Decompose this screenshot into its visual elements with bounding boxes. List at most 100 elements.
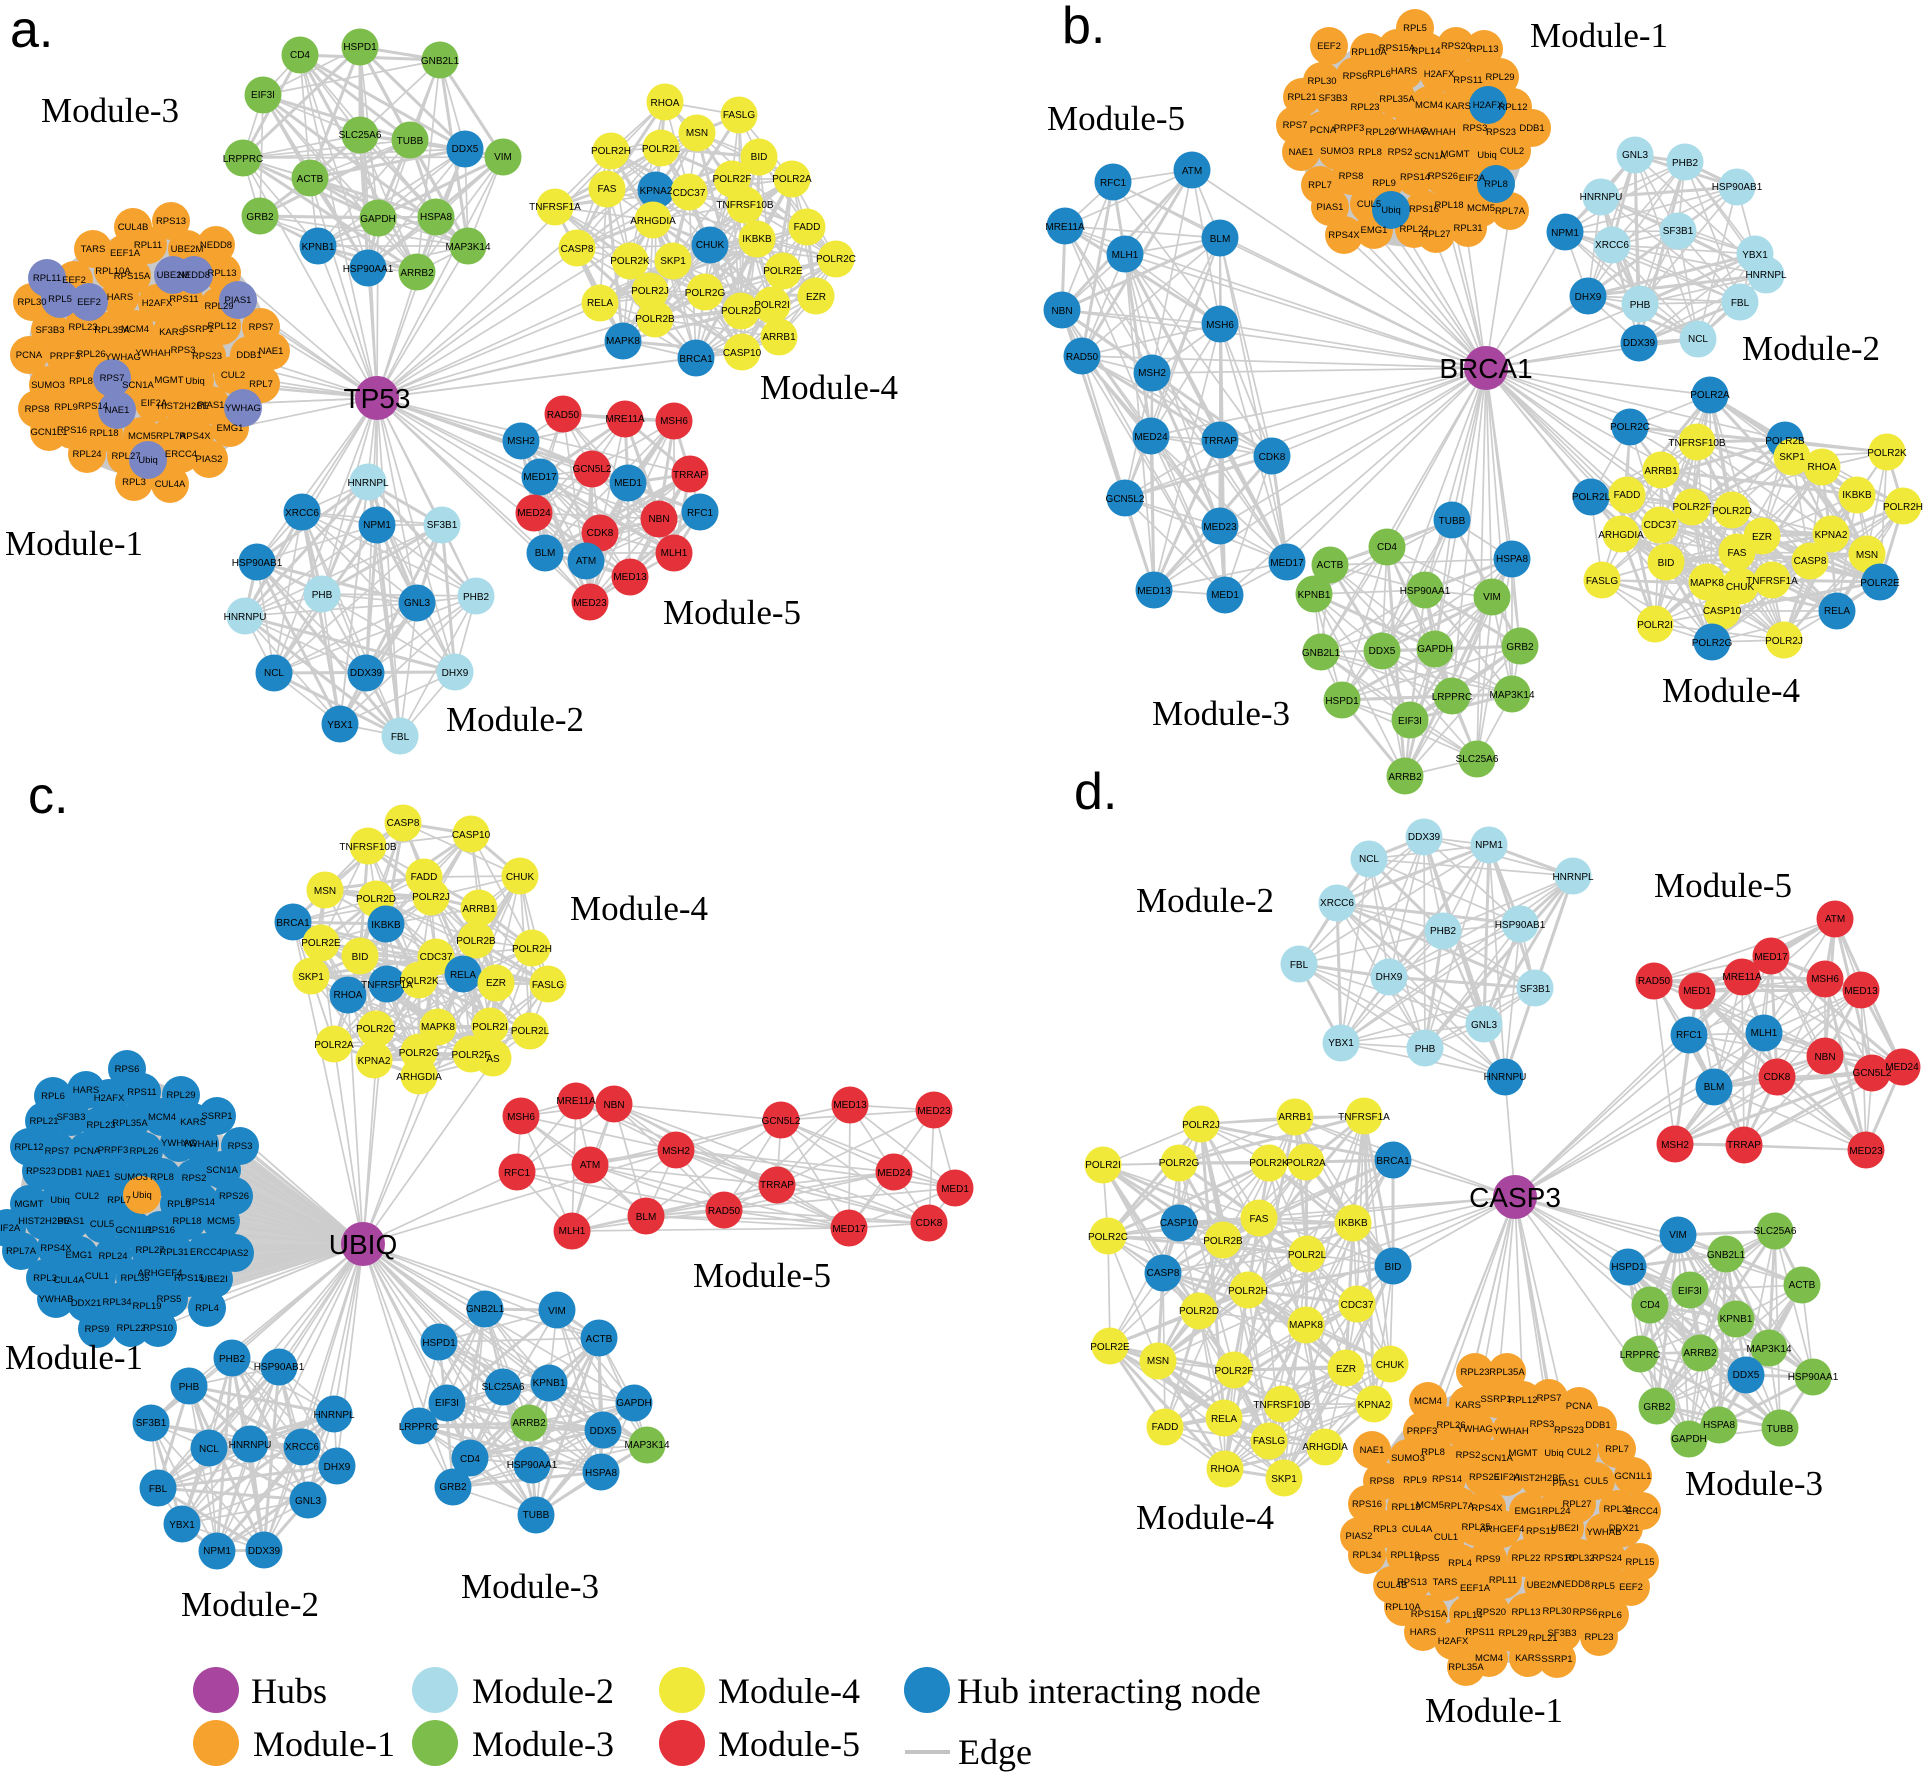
svg-text:NBN: NBN xyxy=(603,1100,624,1111)
svg-text:EMG1: EMG1 xyxy=(217,423,244,434)
svg-text:RPL30: RPL30 xyxy=(1307,76,1336,87)
svg-text:TNFRSF1A: TNFRSF1A xyxy=(1746,576,1798,587)
svg-text:EIF3I: EIF3I xyxy=(251,90,275,101)
svg-text:DDX5: DDX5 xyxy=(1369,646,1396,657)
svg-text:ARRB1: ARRB1 xyxy=(1644,466,1678,477)
svg-text:TP53: TP53 xyxy=(344,383,411,414)
svg-text:POLR2K: POLR2K xyxy=(1867,448,1907,459)
svg-text:FADD: FADD xyxy=(794,222,821,233)
svg-text:CDC37: CDC37 xyxy=(1341,1300,1374,1311)
svg-text:RELA: RELA xyxy=(587,298,613,309)
svg-text:RPS3: RPS3 xyxy=(171,345,196,356)
svg-text:PIAS1: PIAS1 xyxy=(1317,202,1344,213)
svg-text:CUL1: CUL1 xyxy=(85,1271,109,1282)
svg-text:PCNA: PCNA xyxy=(74,1146,101,1157)
svg-text:b.: b. xyxy=(1062,0,1105,55)
svg-text:KPNA2: KPNA2 xyxy=(358,1056,391,1067)
svg-text:RELA: RELA xyxy=(450,970,476,981)
svg-text:RPS4X: RPS4X xyxy=(1471,1503,1503,1514)
svg-text:POLR2J: POLR2J xyxy=(1765,636,1803,647)
svg-text:RPL26: RPL26 xyxy=(1365,127,1394,138)
svg-text:SKP1: SKP1 xyxy=(1779,452,1805,463)
svg-text:HARS: HARS xyxy=(73,1085,99,1096)
svg-text:POLR2C: POLR2C xyxy=(356,1024,396,1035)
svg-text:RPS14: RPS14 xyxy=(1400,172,1430,183)
svg-text:GCN5L2: GCN5L2 xyxy=(573,464,612,475)
svg-text:RPL3: RPL3 xyxy=(122,477,146,488)
svg-text:POLR2K: POLR2K xyxy=(399,976,439,987)
svg-text:RPL18: RPL18 xyxy=(1391,1502,1420,1513)
svg-text:EEF2: EEF2 xyxy=(1619,1582,1643,1593)
svg-text:GAPDH: GAPDH xyxy=(1671,1434,1707,1445)
svg-text:RPL30: RPL30 xyxy=(17,297,46,308)
svg-text:Ubiq: Ubiq xyxy=(1477,150,1497,161)
svg-text:CHUK: CHUK xyxy=(506,872,535,883)
svg-text:SF3B3: SF3B3 xyxy=(35,325,64,336)
svg-text:MED17: MED17 xyxy=(1754,952,1788,963)
svg-text:MAPK8: MAPK8 xyxy=(606,336,640,347)
svg-text:a.: a. xyxy=(10,1,53,59)
svg-text:RPL5: RPL5 xyxy=(1403,23,1427,34)
svg-text:RPL24: RPL24 xyxy=(98,1251,127,1262)
svg-text:CD4: CD4 xyxy=(1377,542,1397,553)
svg-text:MSH6: MSH6 xyxy=(1206,320,1234,331)
svg-text:XRCC6: XRCC6 xyxy=(1320,898,1354,909)
svg-text:MED17: MED17 xyxy=(523,472,557,483)
svg-text:PRPF3: PRPF3 xyxy=(50,351,81,362)
svg-text:GCN1L1: GCN1L1 xyxy=(31,427,68,438)
svg-text:KPNA2: KPNA2 xyxy=(1815,530,1848,541)
svg-text:HNRNPL: HNRNPL xyxy=(313,1410,355,1421)
svg-text:PIAS1: PIAS1 xyxy=(198,400,225,411)
svg-text:RPL27: RPL27 xyxy=(135,1245,164,1256)
svg-text:RPS13: RPS13 xyxy=(1397,1577,1427,1588)
svg-text:SLC25A6: SLC25A6 xyxy=(1456,754,1499,765)
svg-text:RPS4X: RPS4X xyxy=(1328,230,1360,241)
svg-text:SCN1A: SCN1A xyxy=(206,1165,238,1176)
svg-text:MCM4: MCM4 xyxy=(1414,1396,1442,1407)
svg-text:RPL31: RPL31 xyxy=(1603,1504,1632,1515)
svg-text:GCN5L2: GCN5L2 xyxy=(1853,1068,1892,1079)
svg-text:GNB2L1: GNB2L1 xyxy=(466,1304,505,1315)
svg-text:PCNA: PCNA xyxy=(16,350,43,361)
svg-text:RPS16: RPS16 xyxy=(1409,204,1439,215)
svg-text:RELA: RELA xyxy=(1824,606,1850,617)
svg-text:RPS15A: RPS15A xyxy=(1411,1609,1448,1620)
svg-text:MSH2: MSH2 xyxy=(1138,368,1166,379)
svg-text:RFC1: RFC1 xyxy=(504,1168,531,1179)
svg-text:EIF3I: EIF3I xyxy=(1398,716,1422,727)
svg-text:KARS: KARS xyxy=(159,327,185,338)
svg-text:MED13: MED13 xyxy=(1844,986,1878,997)
svg-text:HNRNPU: HNRNPU xyxy=(1580,192,1623,203)
svg-text:SCN1A: SCN1A xyxy=(1414,151,1446,162)
svg-text:RPS15A: RPS15A xyxy=(114,271,151,282)
svg-text:YWHAG: YWHAG xyxy=(161,1138,197,1149)
svg-text:SCN1A: SCN1A xyxy=(1481,1453,1513,1464)
svg-text:MLH1: MLH1 xyxy=(1751,1028,1778,1039)
svg-text:Module-5: Module-5 xyxy=(663,593,801,632)
svg-text:Module-2: Module-2 xyxy=(472,1671,614,1711)
svg-text:SCN1A: SCN1A xyxy=(122,380,154,391)
svg-text:MSH6: MSH6 xyxy=(507,1112,535,1123)
svg-text:MCM4: MCM4 xyxy=(121,324,149,335)
svg-text:RPL22: RPL22 xyxy=(116,1323,145,1334)
svg-text:PHB2: PHB2 xyxy=(219,1354,246,1365)
svg-text:TNFRSF1A: TNFRSF1A xyxy=(1338,1112,1390,1123)
svg-text:CASP3: CASP3 xyxy=(1469,1182,1561,1213)
svg-text:PIAS2: PIAS2 xyxy=(1346,1531,1373,1542)
svg-text:CUL2: CUL2 xyxy=(1567,1447,1591,1458)
svg-text:CUL2: CUL2 xyxy=(221,370,245,381)
svg-text:MSH2: MSH2 xyxy=(507,436,535,447)
svg-text:MRE11A: MRE11A xyxy=(1045,222,1085,233)
svg-text:MSH2: MSH2 xyxy=(1661,1140,1689,1151)
svg-text:PIAS2: PIAS2 xyxy=(222,1248,249,1259)
svg-text:HNRNPL: HNRNPL xyxy=(1552,872,1594,883)
svg-text:RPS13: RPS13 xyxy=(156,216,186,227)
svg-text:RPL13: RPL13 xyxy=(1511,1607,1540,1618)
svg-text:POLR2K: POLR2K xyxy=(1249,1158,1289,1169)
svg-text:ARHGDIA: ARHGDIA xyxy=(1302,1442,1348,1453)
svg-text:POLR2D: POLR2D xyxy=(1712,506,1752,517)
svg-text:RPS15: RPS15 xyxy=(174,1273,204,1284)
svg-text:LRPPRC: LRPPRC xyxy=(399,1422,440,1433)
svg-text:ARHGDIA: ARHGDIA xyxy=(1598,530,1644,541)
svg-text:CDC37: CDC37 xyxy=(1644,520,1677,531)
